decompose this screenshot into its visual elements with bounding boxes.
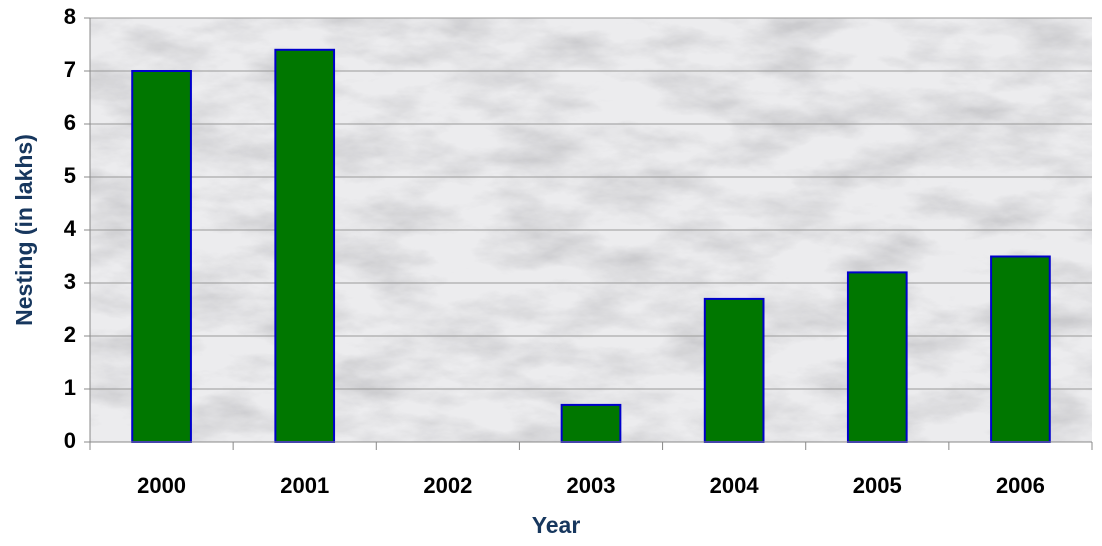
x-tick-label: 2005 — [853, 473, 902, 498]
y-tick-label: 3 — [64, 269, 76, 294]
y-tick-label: 8 — [64, 4, 76, 29]
x-axis-title: Year — [532, 512, 581, 538]
y-tick-label: 0 — [64, 428, 76, 453]
bar — [274, 48, 336, 444]
bar — [990, 255, 1051, 443]
y-tick-label: 1 — [64, 375, 76, 400]
bar — [560, 403, 622, 443]
y-tick-label: 7 — [64, 57, 76, 82]
x-tick-label: 2003 — [567, 473, 616, 498]
x-tick-label: 2006 — [996, 473, 1045, 498]
bar — [703, 297, 765, 443]
x-tick-label: 2002 — [423, 473, 472, 498]
y-tick-label: 2 — [64, 322, 76, 347]
x-tick-label: 2004 — [710, 473, 760, 498]
x-tick-label: 2001 — [280, 473, 329, 498]
y-tick-label: 6 — [64, 110, 76, 135]
y-axis-title: Nesting (in lakhs) — [11, 134, 37, 326]
y-tick-label: 4 — [64, 216, 77, 241]
y-tick-label: 5 — [64, 163, 76, 188]
bar — [131, 70, 192, 443]
bar — [846, 271, 908, 443]
x-tick-label: 2000 — [137, 473, 186, 498]
